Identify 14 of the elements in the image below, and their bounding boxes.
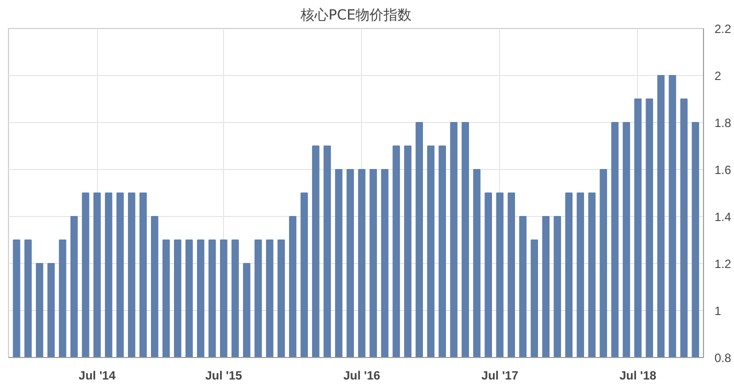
- x-tick-label: Jul '14: [78, 368, 116, 382]
- y-tick-label: 1.6: [714, 163, 732, 177]
- y-tick-label: 1: [714, 304, 722, 318]
- y-tick-label: 1.8: [714, 116, 732, 130]
- y-tick-label: 2.2: [714, 22, 732, 36]
- y-tick-label: 0.8: [714, 351, 732, 365]
- chart-title: 核心PCE物价指数: [299, 8, 412, 24]
- x-tick-label: Jul '17: [481, 368, 519, 382]
- x-tick-label: Jul '18: [619, 368, 657, 382]
- y-tick-label: 1.2: [714, 257, 732, 271]
- y-tick-label: 1.4: [714, 210, 732, 224]
- y-tick-label: 2: [714, 69, 722, 83]
- x-tick-label: Jul '16: [343, 368, 381, 382]
- x-tick-label: Jul '15: [205, 368, 242, 382]
